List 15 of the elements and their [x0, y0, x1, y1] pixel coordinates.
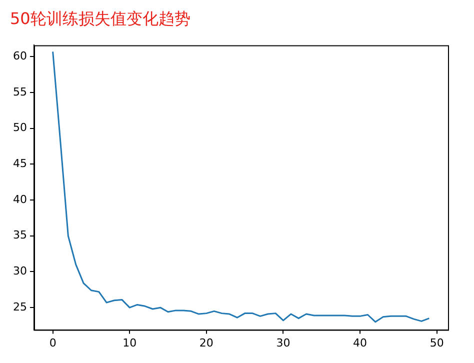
- y-tick-label: 60: [12, 50, 27, 63]
- y-tick-label: 30: [12, 264, 27, 278]
- y-tick-label: 50: [12, 121, 27, 134]
- chart-title: 50轮训练损失值变化趋势: [10, 8, 190, 28]
- y-tick-label: 35: [12, 228, 27, 242]
- x-tick-label: 40: [353, 336, 368, 350]
- x-tick-label: 0: [49, 336, 56, 350]
- y-tick-label: 25: [12, 300, 27, 314]
- x-tick-label: 50: [430, 336, 444, 350]
- x-tick-label: 10: [122, 336, 137, 350]
- x-tick-label: 20: [199, 336, 214, 350]
- x-tick-label: 30: [276, 336, 290, 350]
- y-tick-label: 45: [12, 157, 27, 170]
- y-tick-label: 55: [12, 85, 27, 98]
- y-tick-label: 40: [12, 192, 27, 206]
